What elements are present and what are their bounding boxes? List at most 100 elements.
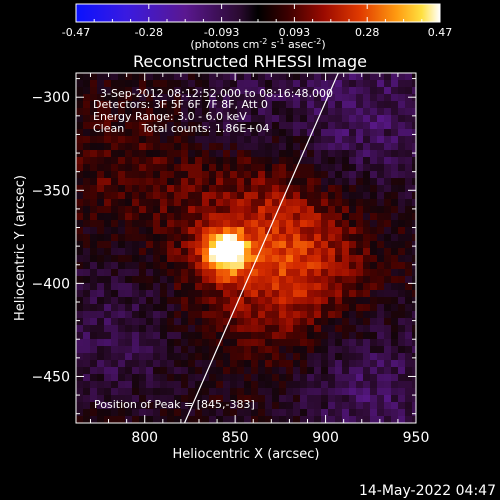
image-pixel [125,157,133,165]
image-pixel [202,150,210,158]
image-pixel [209,283,217,291]
image-pixel [167,234,175,242]
image-pixel [118,318,126,326]
image-pixel [335,388,343,396]
image-pixel [160,108,168,116]
image-pixel [188,122,196,130]
image-pixel [237,80,245,88]
image-pixel [328,150,336,158]
image-pixel [307,206,315,214]
image-pixel [342,192,350,200]
image-pixel [97,304,105,312]
image-pixel [202,304,210,312]
image-pixel [321,395,329,403]
image-pixel [202,206,210,214]
image-pixel [293,388,301,396]
image-pixel [160,290,168,298]
image-pixel [363,80,371,88]
image-pixel [405,276,413,284]
image-pixel [356,304,364,312]
image-pixel [153,192,161,200]
image-pixel [132,374,140,382]
image-pixel [300,297,308,305]
image-pixel [293,136,301,144]
image-pixel [384,192,392,200]
image-pixel [104,346,112,354]
image-pixel [363,143,371,151]
image-pixel [209,150,217,158]
image-pixel [314,409,322,417]
image-pixel [83,374,91,382]
image-pixel [83,276,91,284]
image-pixel [349,381,357,389]
image-pixel [97,115,105,123]
image-pixel [223,353,231,361]
image-pixel [230,395,238,403]
image-pixel [363,416,371,423]
image-pixel [377,241,385,249]
image-pixel [132,136,140,144]
image-pixel [118,304,126,312]
image-pixel [160,318,168,326]
image-pixel [146,87,154,95]
image-pixel [286,255,294,263]
image-pixel [300,325,308,333]
image-pixel [223,318,231,326]
image-pixel [398,178,406,186]
image-pixel [391,199,399,207]
image-pixel [202,262,210,270]
image-pixel [370,304,378,312]
image-pixel [230,360,238,368]
image-pixel [349,255,357,263]
image-pixel [209,367,217,375]
image-pixel [293,73,301,81]
image-pixel [132,339,140,347]
image-pixel [398,73,406,81]
image-pixel [356,381,364,389]
image-pixel [265,402,273,410]
image-pixel [132,157,140,165]
image-pixel [251,241,259,249]
image-pixel [83,157,91,165]
image-pixel [391,311,399,319]
image-pixel [370,220,378,228]
image-pixel [405,402,413,410]
image-pixel [272,185,280,193]
image-pixel [307,129,315,137]
image-pixel [391,332,399,340]
image-pixel [328,80,336,88]
image-pixel [293,192,301,200]
image-pixel [279,283,287,291]
image-pixel [244,80,252,88]
image-pixel [328,213,336,221]
image-pixel [251,73,259,81]
image-pixel [139,297,147,305]
image-pixel [181,164,189,172]
image-pixel [188,332,196,340]
image-pixel [377,227,385,235]
image-pixel [111,94,119,102]
image-pixel [230,311,238,319]
image-pixel [370,276,378,284]
image-pixel [202,325,210,333]
image-pixel [111,269,119,277]
image-pixel [167,129,175,137]
image-pixel [314,346,322,354]
image-pixel [209,178,217,186]
image-pixel [328,101,336,109]
image-pixel [83,101,91,109]
image-pixel [349,122,357,130]
image-pixel [104,164,112,172]
image-pixel [111,171,119,179]
image-pixel [181,185,189,193]
image-pixel [160,101,168,109]
image-pixel [293,409,301,417]
image-pixel [111,290,119,298]
image-pixel [167,178,175,186]
image-pixel [97,220,105,228]
image-pixel [335,360,343,368]
image-pixel [146,332,154,340]
peak-position-annotation: Position of Peak = [845,-383] [94,398,255,411]
image-pixel [153,199,161,207]
image-pixel [321,262,329,270]
